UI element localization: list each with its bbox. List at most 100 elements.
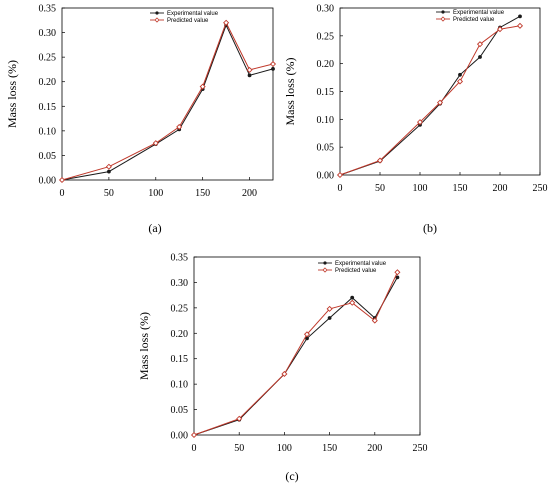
legend-label: Experimental value xyxy=(167,11,219,17)
panel-caption: (a) xyxy=(148,221,161,235)
y-tick-label: 0.30 xyxy=(317,4,335,15)
series-line-experimental xyxy=(339,15,521,176)
data-point-predicted xyxy=(436,99,444,106)
series-line-experimental xyxy=(193,277,398,436)
y-tick-label: 0.05 xyxy=(317,143,335,154)
x-tick-label: 250 xyxy=(413,443,428,454)
data-point-experimental xyxy=(395,275,400,280)
x-tick-label: 100 xyxy=(277,443,292,454)
data-point-predicted xyxy=(190,431,198,439)
data-point-predicted xyxy=(152,140,159,147)
plot-frame xyxy=(339,7,541,176)
data-point-predicted xyxy=(303,331,311,338)
y-tick-label: 0.10 xyxy=(171,380,189,391)
x-tick-label: 200 xyxy=(367,443,382,454)
data-point-predicted xyxy=(394,269,401,276)
data-point-experimental xyxy=(247,73,252,78)
data-point-experimental xyxy=(327,316,332,320)
data-point-predicted xyxy=(376,157,384,164)
data-point-predicted xyxy=(516,22,524,29)
x-tick-label: 50 xyxy=(375,183,385,194)
data-point-predicted xyxy=(223,19,230,26)
x-tick-label: 0 xyxy=(60,188,65,199)
panel-caption: (c) xyxy=(285,469,298,483)
x-tick-label: 50 xyxy=(234,443,244,454)
y-tick-label: 0.05 xyxy=(39,151,57,162)
legend-marker xyxy=(323,261,327,265)
x-tick-label: 100 xyxy=(413,183,428,194)
x-tick-label: 200 xyxy=(242,188,257,199)
x-tick-label: 50 xyxy=(104,188,114,199)
y-tick-label: 0.00 xyxy=(317,171,335,182)
y-tick-label: 0.20 xyxy=(39,77,57,88)
y-tick-label: 0.00 xyxy=(39,176,57,187)
legend-marker xyxy=(155,11,159,15)
chart-panel-3: 0.00 0.05 0.10 0.15 0.20 0.25 0.30 0.35 0 50 100 15… xyxy=(137,253,428,484)
x-tick-label: 200 xyxy=(493,183,508,194)
data-point-predicted xyxy=(336,171,344,179)
data-point-predicted xyxy=(199,83,206,90)
data-point-experimental xyxy=(458,72,462,77)
data-point-predicted xyxy=(269,60,277,68)
data-point-experimental xyxy=(106,169,111,174)
legend-marker xyxy=(322,267,328,273)
panel-caption: (b) xyxy=(423,221,437,235)
legend-marker xyxy=(440,16,446,22)
data-point-predicted xyxy=(476,41,484,48)
legend-label: Predicted value xyxy=(167,18,209,24)
x-tick-label: 250 xyxy=(533,183,548,194)
y-tick-label: 0.25 xyxy=(171,303,189,314)
data-point-predicted xyxy=(456,78,464,85)
y-tick-label: 0.35 xyxy=(39,4,57,15)
x-tick-label: 100 xyxy=(148,188,163,199)
y-tick-label: 0.20 xyxy=(317,59,335,70)
data-point-predicted xyxy=(105,163,112,170)
y-tick-label: 0.20 xyxy=(171,329,189,340)
x-tick-label: 150 xyxy=(453,183,468,194)
data-point-predicted xyxy=(246,66,253,73)
y-tick-label: 0.10 xyxy=(317,115,335,126)
y-axis-label: Mass loss (%) xyxy=(283,57,297,125)
data-point-predicted xyxy=(349,299,356,306)
legend-label: Predicted value xyxy=(335,268,377,274)
y-tick-label: 0.35 xyxy=(171,253,189,264)
data-point-predicted xyxy=(416,119,424,126)
data-point-predicted xyxy=(371,317,378,324)
series-line-predicted xyxy=(339,25,521,176)
y-tick-label: 0.30 xyxy=(171,278,189,289)
legend-label: Experimental value xyxy=(453,10,505,16)
series-line-experimental xyxy=(61,23,274,181)
legend-label: Experimental value xyxy=(335,261,387,267)
data-point-experimental xyxy=(478,55,482,59)
y-axis-label: Mass loss (%) xyxy=(5,60,19,128)
y-tick-label: 0.15 xyxy=(39,102,57,113)
data-point-experimental xyxy=(350,295,355,300)
y-tick-label: 0.05 xyxy=(171,405,189,416)
y-tick-label: 0.00 xyxy=(171,431,189,442)
legend-marker xyxy=(441,10,445,14)
y-tick-label: 0.10 xyxy=(39,126,57,137)
x-tick-label: 0 xyxy=(338,183,343,194)
data-point-experimental xyxy=(518,14,522,19)
y-tick-label: 0.25 xyxy=(317,31,335,42)
data-point-predicted xyxy=(236,415,243,422)
data-point-predicted xyxy=(326,305,333,312)
data-point-predicted xyxy=(496,26,504,33)
y-tick-label: 0.15 xyxy=(317,87,335,98)
chart-panel-2: 0.00 0.05 0.10 0.15 0.20 0.25 0.30 0 50 100 150 200… xyxy=(283,4,548,236)
y-axis-label: Mass loss (%) xyxy=(137,312,151,380)
legend-marker xyxy=(154,17,160,23)
data-point-experimental xyxy=(271,67,275,71)
y-tick-label: 0.30 xyxy=(39,28,57,39)
series-line-predicted xyxy=(61,21,274,181)
y-tick-label: 0.15 xyxy=(171,354,189,365)
legend-label: Predicted value xyxy=(453,17,495,23)
plot-frame xyxy=(61,7,274,181)
x-tick-label: 150 xyxy=(195,188,210,199)
data-point-predicted xyxy=(176,123,183,130)
y-tick-label: 0.25 xyxy=(39,53,57,64)
data-point-experimental xyxy=(305,336,309,341)
